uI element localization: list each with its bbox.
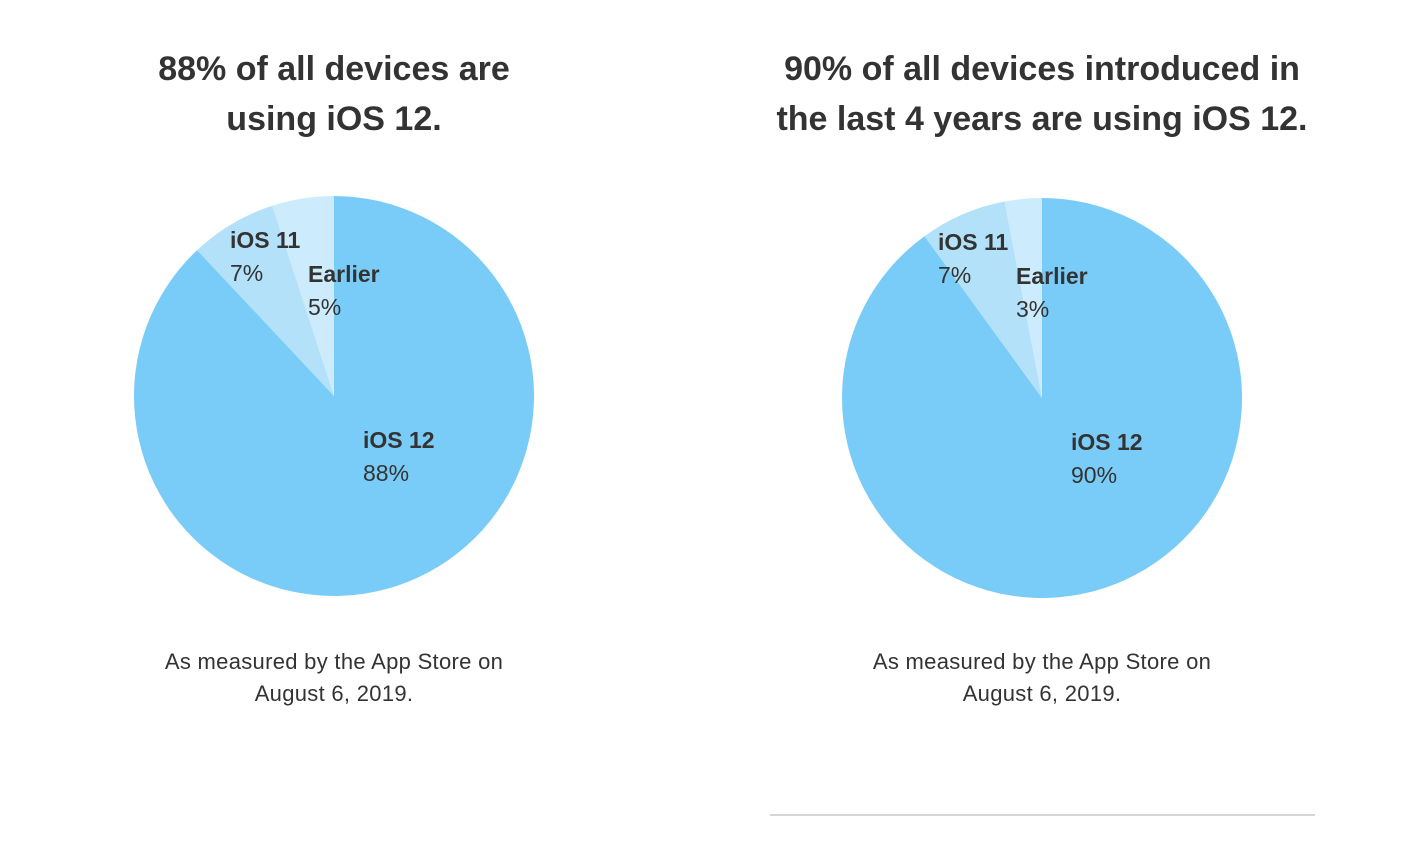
- pie-slice-ios-11: [924, 201, 1042, 398]
- pie-chart-recent-devices: iOS 12 90% iOS 11 7% Earlier 3%: [842, 198, 1243, 598]
- slice-label-earlier: Earlier: [308, 261, 380, 287]
- pie-slice-ios-12: [134, 195, 535, 596]
- slice-label-earlier: Earlier: [1016, 263, 1088, 289]
- pie-chart-all-devices: iOS 12 88% iOS 11 7% Earlier 5%: [134, 195, 535, 596]
- chart-title-line: 90% of all devices introduced in: [784, 50, 1300, 88]
- caption-line: As measured by the App Store on: [164, 649, 504, 674]
- chart-caption: As measured by the App Store on August 6…: [0, 646, 668, 710]
- chart-panel-all-devices: 88% of all devices are using iOS 12. iOS…: [0, 0, 668, 856]
- chart-title-line: the last 4 years are using iOS 12.: [776, 100, 1308, 138]
- pie-slice-earlier: [272, 196, 334, 396]
- caption-line: As measured by the App Store on: [872, 649, 1212, 674]
- slice-value-ios-12: 88%: [363, 460, 409, 486]
- pie-slice-ios-12: [842, 198, 1243, 598]
- slice-value-earlier: 3%: [1016, 296, 1049, 322]
- section-divider: [770, 814, 1315, 816]
- slice-value-earlier: 5%: [308, 294, 341, 320]
- slice-value-ios-12: 90%: [1071, 462, 1117, 488]
- slice-label-ios-12: iOS 12: [1071, 429, 1143, 455]
- chart-title-line: using iOS 12.: [226, 100, 442, 138]
- slice-label-ios-11: iOS 11: [938, 229, 1009, 255]
- chart-caption: As measured by the App Store on August 6…: [708, 646, 1376, 710]
- caption-line: August 6, 2019.: [962, 681, 1122, 706]
- chart-title: 88% of all devices are using iOS 12.: [0, 44, 668, 144]
- chart-title-line: 88% of all devices are: [158, 50, 510, 88]
- pie-slice-earlier: [1004, 198, 1042, 398]
- caption-line: August 6, 2019.: [254, 681, 414, 706]
- slice-value-ios-11: 7%: [230, 260, 263, 286]
- slice-label-ios-12: iOS 12: [363, 427, 435, 453]
- slice-label-ios-11: iOS 11: [230, 227, 301, 253]
- chart-title: 90% of all devices introduced in the las…: [708, 44, 1376, 144]
- chart-panel-recent-devices: 90% of all devices introduced in the las…: [708, 0, 1376, 856]
- slice-value-ios-11: 7%: [938, 262, 971, 288]
- pie-slice-ios-11: [197, 205, 334, 396]
